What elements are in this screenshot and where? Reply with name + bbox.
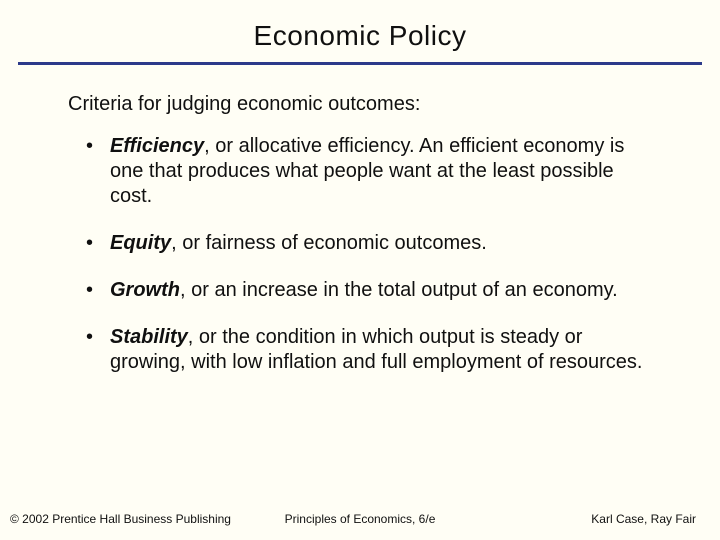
bullet-term: Stability (110, 326, 188, 348)
slide-subtitle: Criteria for judging economic outcomes: (68, 93, 720, 116)
bullet-item: Stability, or the condition in which out… (86, 325, 660, 375)
bullet-term: Growth (110, 279, 180, 301)
footer-right: Karl Case, Ray Fair (591, 512, 696, 526)
title-underline (18, 62, 702, 65)
bullet-list: Efficiency, or allocative efficiency. An… (86, 134, 660, 375)
footer-left: © 2002 Prentice Hall Business Publishing (10, 512, 231, 526)
bullet-item: Equity, or fairness of economic outcomes… (86, 231, 660, 256)
footer-center: Principles of Economics, 6/e (285, 512, 436, 526)
slide: Economic Policy Criteria for judging eco… (0, 0, 720, 540)
bullet-item: Growth, or an increase in the total outp… (86, 278, 660, 303)
bullet-term: Equity (110, 232, 171, 254)
slide-title: Economic Policy (0, 20, 720, 52)
bullet-item: Efficiency, or allocative efficiency. An… (86, 134, 660, 209)
bullet-term: Efficiency (110, 135, 204, 157)
bullet-rest: , or an increase in the total output of … (180, 279, 618, 301)
bullet-rest: , or fairness of economic outcomes. (171, 232, 487, 254)
footer: © 2002 Prentice Hall Business Publishing… (0, 512, 720, 526)
bullet-rest: , or the condition in which output is st… (110, 326, 642, 373)
